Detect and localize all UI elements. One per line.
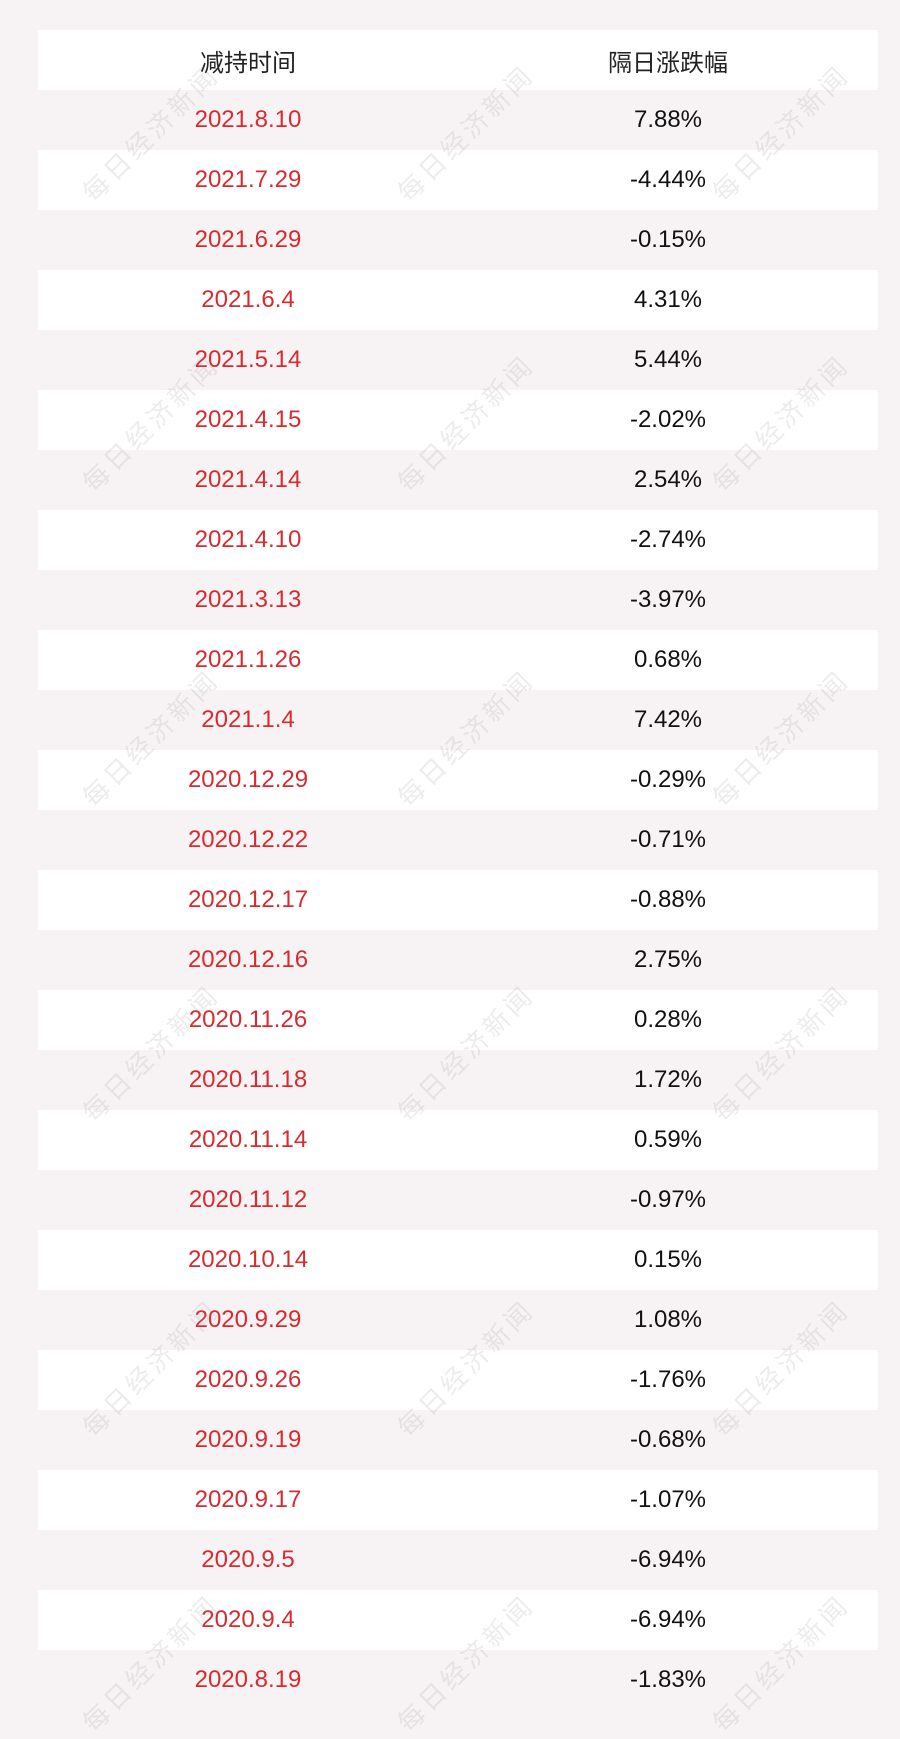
next-day-change: 1.72%	[633, 1066, 703, 1093]
table-row: 2020.9.19 -0.68%	[38, 1410, 878, 1470]
reduction-date: 2020.11.14	[188, 1126, 308, 1153]
next-day-change: -6.94%	[629, 1546, 707, 1573]
table-row: 2021.1.26 0.68%	[38, 630, 878, 690]
table-row: 2020.10.14 0.15%	[38, 1230, 878, 1290]
table-row: 2020.11.12 -0.97%	[38, 1170, 878, 1230]
table-row: 2021.3.13 -3.97%	[38, 570, 878, 630]
reduction-date: 2020.8.19	[194, 1666, 302, 1693]
table-row: 2020.12.17 -0.88%	[38, 870, 878, 930]
next-day-change: -0.71%	[629, 826, 707, 853]
reduction-date: 2020.12.16	[187, 946, 309, 973]
next-day-change: 2.75%	[633, 946, 703, 973]
table-row: 2020.11.14 0.59%	[38, 1110, 878, 1170]
next-day-change: -1.76%	[629, 1366, 707, 1393]
next-day-change: -3.97%	[629, 586, 707, 613]
next-day-change: -2.02%	[629, 406, 707, 433]
next-day-change: 7.42%	[633, 706, 703, 733]
reduction-date: 2021.4.15	[194, 406, 302, 433]
reduction-date: 2020.11.26	[188, 1006, 308, 1033]
reduction-date: 2021.5.14	[194, 346, 302, 373]
table-row: 2021.4.10 -2.74%	[38, 510, 878, 570]
table-row: 2021.5.14 5.44%	[38, 330, 878, 390]
next-day-change: 7.88%	[633, 106, 703, 133]
reduction-date: 2020.9.5	[201, 1546, 295, 1573]
header-date: 减持时间	[200, 49, 296, 77]
table-row: 2020.9.26 -1.76%	[38, 1350, 878, 1410]
table-row: 2020.12.29 -0.29%	[38, 750, 878, 810]
next-day-change: -0.29%	[629, 766, 707, 793]
reduction-date: 2021.4.14	[194, 466, 302, 493]
reduction-date: 2020.9.17	[194, 1486, 302, 1513]
reduction-date: 2020.9.29	[194, 1306, 302, 1333]
next-day-change: 2.54%	[633, 466, 703, 493]
next-day-change: 0.28%	[633, 1006, 703, 1033]
reduction-date: 2021.1.26	[194, 646, 302, 673]
table-row: 2020.9.5 -6.94%	[38, 1530, 878, 1590]
reduction-date: 2020.11.18	[188, 1066, 308, 1093]
reduction-date: 2020.9.26	[194, 1366, 302, 1393]
reduction-date: 2020.12.22	[187, 826, 309, 853]
next-day-change: 5.44%	[633, 346, 703, 373]
table-row: 2021.4.14 2.54%	[38, 450, 878, 510]
next-day-change: 1.08%	[633, 1306, 703, 1333]
table-row: 2021.4.15 -2.02%	[38, 390, 878, 450]
table-row: 2020.9.4 -6.94%	[38, 1590, 878, 1650]
next-day-change: -0.97%	[629, 1186, 707, 1213]
next-day-change: 0.59%	[633, 1126, 703, 1153]
table-row: 2020.11.18 1.72%	[38, 1050, 878, 1110]
table-header: 减持时间 隔日涨跌幅	[38, 30, 878, 90]
next-day-change: -0.68%	[629, 1426, 707, 1453]
reduction-date: 2021.3.13	[194, 586, 302, 613]
next-day-change: -0.88%	[629, 886, 707, 913]
reduction-date: 2021.4.10	[194, 526, 302, 553]
table-row: 2020.11.26 0.28%	[38, 990, 878, 1050]
next-day-change: -6.94%	[629, 1606, 707, 1633]
next-day-change: -4.44%	[629, 166, 707, 193]
table-row: 2021.1.4 7.42%	[38, 690, 878, 750]
next-day-change: 4.31%	[633, 286, 703, 313]
reduction-date: 2020.9.4	[201, 1606, 295, 1633]
next-day-change: -1.83%	[629, 1666, 707, 1693]
next-day-change: -2.74%	[629, 526, 707, 553]
reduction-date: 2020.11.12	[188, 1186, 308, 1213]
table-row: 2020.12.16 2.75%	[38, 930, 878, 990]
reduction-date: 2020.9.19	[194, 1426, 302, 1453]
next-day-change: 0.68%	[633, 646, 703, 673]
next-day-change: -0.15%	[629, 226, 707, 253]
reduction-date: 2021.8.10	[194, 106, 302, 133]
table-row: 2020.12.22 -0.71%	[38, 810, 878, 870]
reduction-date: 2020.12.17	[187, 886, 309, 913]
table-row: 2021.6.4 4.31%	[38, 270, 878, 330]
table-row: 2021.7.29 -4.44%	[38, 150, 878, 210]
reduction-date: 2021.7.29	[194, 166, 302, 193]
reduction-date: 2021.6.29	[194, 226, 302, 253]
reduction-date: 2021.6.4	[201, 286, 295, 313]
header-change: 隔日涨跌幅	[608, 49, 728, 77]
table-row: 2021.8.10 7.88%	[38, 90, 878, 150]
next-day-change: -1.07%	[629, 1486, 707, 1513]
table-row: 2020.9.29 1.08%	[38, 1290, 878, 1350]
reduction-date: 2021.1.4	[201, 706, 295, 733]
reduction-date: 2020.12.29	[187, 766, 309, 793]
reduction-date: 2020.10.14	[187, 1246, 309, 1273]
reduction-table: 减持时间 隔日涨跌幅 2021.8.10 7.88% 2021.7.29 -4.44%…	[38, 30, 878, 1710]
table-row: 2020.8.19 -1.83%	[38, 1650, 878, 1710]
table-row: 2021.6.29 -0.15%	[38, 210, 878, 270]
table-row: 2020.9.17 -1.07%	[38, 1470, 878, 1530]
next-day-change: 0.15%	[633, 1246, 703, 1273]
table-body: 2021.8.10 7.88% 2021.7.29 -4.44% 2021.6.29 -0…	[38, 90, 878, 1710]
